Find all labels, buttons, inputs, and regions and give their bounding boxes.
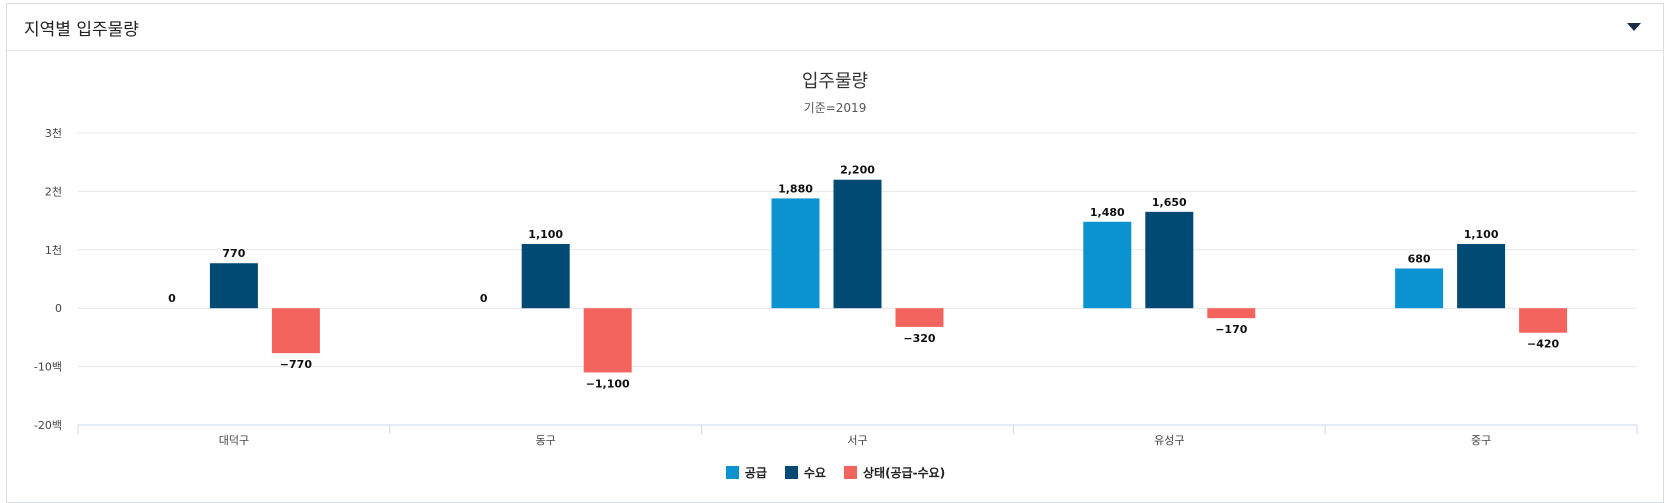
legend-label: 상태(공급-수요) — [862, 466, 946, 480]
bar — [1457, 243, 1506, 309]
legend-swatch — [784, 466, 798, 479]
y-tick-label: 3천 — [45, 126, 62, 140]
chart-title: 입주물량 — [802, 71, 868, 92]
panel-title: 지역별 입주물량 — [24, 19, 139, 40]
bar — [771, 198, 820, 309]
y-tick-label: -20백 — [34, 419, 62, 432]
data-label: 680 — [1408, 252, 1431, 265]
bar — [1395, 268, 1444, 309]
y-tick-label: 2천 — [45, 184, 62, 198]
y-tick-label: -10백 — [34, 361, 62, 374]
bar — [1083, 221, 1132, 309]
data-label: 2,200 — [840, 164, 875, 177]
chart-subtitle: 기준=2019 — [804, 101, 867, 115]
y-tick-label: 0 — [55, 302, 62, 315]
chart-legend: 공급 수요 상태(공급-수요) — [0, 464, 1671, 481]
bar — [895, 308, 944, 327]
data-label: −420 — [1527, 338, 1560, 351]
legend-item[interactable]: 수요 — [784, 464, 826, 481]
data-label: 1,100 — [1464, 228, 1499, 241]
data-label: 1,480 — [1090, 206, 1125, 219]
data-label: 1,650 — [1152, 196, 1187, 209]
bar — [1207, 308, 1256, 319]
data-label: 1,880 — [778, 182, 813, 195]
data-label: −320 — [903, 332, 936, 345]
bar — [271, 308, 320, 354]
legend-swatch — [843, 466, 857, 479]
data-label: −170 — [1215, 323, 1248, 336]
bar — [833, 179, 882, 309]
panel-header: 지역별 입주물량 — [7, 4, 1663, 51]
data-label: 0 — [168, 292, 176, 305]
x-tick-label: 중구 — [1471, 434, 1491, 447]
legend-label: 공급 — [744, 466, 767, 480]
x-tick-label: 동구 — [536, 434, 556, 447]
bar — [583, 308, 632, 373]
bar — [1519, 308, 1568, 333]
legend-item[interactable]: 공급 — [725, 464, 767, 481]
bar — [521, 243, 570, 309]
x-tick-label: 유성구 — [1154, 434, 1184, 447]
data-label: 770 — [222, 247, 245, 260]
data-label: −770 — [280, 358, 313, 371]
legend-item[interactable]: 상태(공급-수요) — [843, 464, 946, 481]
data-label: −1,100 — [586, 377, 630, 390]
data-label: 1,100 — [528, 228, 563, 241]
legend-label: 수요 — [803, 466, 826, 480]
bar — [209, 263, 258, 309]
data-label: 0 — [480, 292, 488, 305]
bar — [1145, 211, 1194, 309]
y-tick-label: 1천 — [45, 243, 62, 257]
x-tick-label: 서구 — [847, 434, 867, 447]
x-tick-label: 대덕구 — [219, 434, 249, 447]
collapse-caret-icon[interactable] — [1627, 23, 1641, 31]
legend-swatch — [725, 466, 739, 479]
